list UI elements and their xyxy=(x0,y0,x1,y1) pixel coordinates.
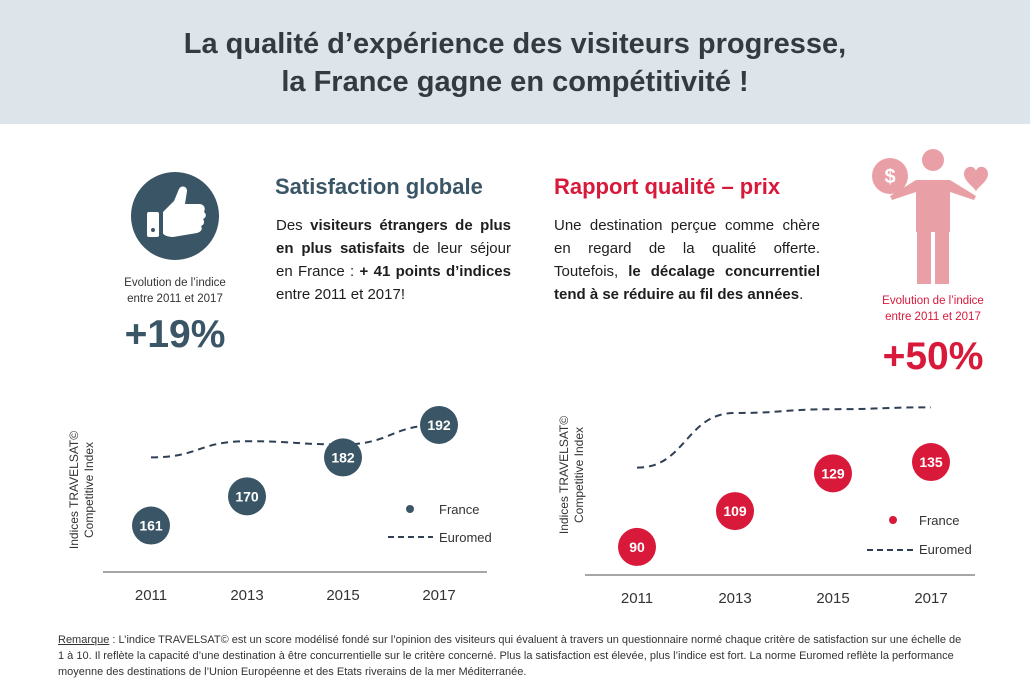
text-run: Des xyxy=(276,217,311,234)
y-axis-label-line2: Competitive Index xyxy=(82,442,96,538)
header-banner: La qualité d’expérience des visiteurs pr… xyxy=(0,0,1030,124)
x-tick-2011: 2011 xyxy=(135,587,167,604)
france-point-2013 xyxy=(228,477,266,516)
right-evolution-label: Evolution de l’indice entre 2011 et 2017 xyxy=(858,293,1008,325)
rapport-chart: Indices TRAVELSAT© Competitive Index 90 1… xyxy=(557,406,975,607)
right-percent: +50% xyxy=(882,335,984,378)
page-title-line2: la France gagne en compétitivité ! xyxy=(281,66,749,98)
france-data-label-2015: 129 xyxy=(821,465,845,481)
france-data-label-2017: 135 xyxy=(919,454,943,470)
france-data-label-2011: 161 xyxy=(139,518,163,534)
satisfaction-chart: Indices TRAVELSAT© Competitive Index 161… xyxy=(67,405,492,604)
text-run: Une destination perçue comme chère en re… xyxy=(554,217,820,280)
remark-note: Remarque : L’indice TRAVELSAT© est un sc… xyxy=(58,632,963,680)
left-evolution-line2: entre 2011 et 2017 xyxy=(127,293,223,305)
dollar-glyph: $ xyxy=(884,166,895,188)
left-percent: +19% xyxy=(124,313,226,356)
left-evolution-label: Evolution de l’indice entre 2011 et 2017 xyxy=(100,275,250,307)
satisfaction-title: Satisfaction globale xyxy=(275,174,483,199)
france-data-label-2017: 192 xyxy=(427,417,451,433)
france-point-2011 xyxy=(132,506,170,545)
x-ticks: 2011 2013 2015 2017 xyxy=(621,590,948,607)
france-point-2017 xyxy=(420,405,458,444)
y-axis-label-line1: Indices TRAVELSAT© xyxy=(67,431,81,549)
text-run: de leur séjour en France : xyxy=(276,240,511,280)
right-evolution-line1: Evolution de l’indice xyxy=(882,295,984,307)
x-tick-2017: 2017 xyxy=(422,587,455,604)
x-tick-2015: 2015 xyxy=(326,587,359,604)
x-tick-2011: 2011 xyxy=(621,590,653,607)
france-point-2017 xyxy=(912,443,950,482)
remark-label: Remarque xyxy=(58,634,110,646)
text-run-bold: visiteurs étrangers de plus en plus sati… xyxy=(276,217,511,257)
rapport-paragraph: Une destination perçue comme chère en re… xyxy=(554,214,820,306)
y-axis-label-line2: Competitive Index xyxy=(572,427,586,523)
france-data-label-2013: 170 xyxy=(235,488,259,504)
y-axis-label-line1: Indices TRAVELSAT© xyxy=(557,416,571,534)
text-run: entre 2011 et 2017! xyxy=(276,286,405,303)
text-run-bold: + 41 points d’indices xyxy=(359,263,511,280)
euromed-series-line xyxy=(636,406,932,469)
legend-france-label: France xyxy=(439,502,479,517)
france-series: 161 170 182 192 xyxy=(132,405,458,545)
text-run: . xyxy=(799,286,804,303)
legend-france-marker xyxy=(889,516,897,524)
legend-france-marker xyxy=(406,505,414,513)
france-data-label-2015: 182 xyxy=(331,449,355,465)
legend: France Euromed xyxy=(867,513,972,557)
x-tick-2013: 2013 xyxy=(230,587,263,604)
legend: France Euromed xyxy=(388,502,492,545)
page-title-line1: La qualité d’expérience des visiteurs pr… xyxy=(183,28,847,60)
satisfaction-paragraph: Des visiteurs étrangers de plus en plus … xyxy=(276,214,511,306)
thumbs-up-icon xyxy=(131,172,219,260)
remark-text: : L’indice TRAVELSAT© est un score modél… xyxy=(58,634,962,678)
x-tick-2015: 2015 xyxy=(816,590,849,607)
legend-france-label: France xyxy=(919,513,959,528)
person-balancing-money-and-heart-icon: $ xyxy=(872,149,988,284)
x-tick-2013: 2013 xyxy=(718,590,751,607)
france-point-2015 xyxy=(814,454,852,493)
rapport-title: Rapport qualité – prix xyxy=(554,174,781,199)
euromed-series-line xyxy=(150,423,440,459)
france-point-2015 xyxy=(324,438,362,477)
france-point-2013 xyxy=(716,492,754,531)
legend-euromed-label: Euromed xyxy=(439,530,492,545)
france-series: 90 109 129 135 xyxy=(618,443,950,566)
x-tick-2017: 2017 xyxy=(914,590,947,607)
legend-euromed-label: Euromed xyxy=(919,542,972,557)
left-evolution-line1: Evolution de l’indice xyxy=(124,277,226,289)
text-run-bold: le décalage concurrentiel tend à se rédu… xyxy=(554,263,821,303)
france-data-label-2013: 109 xyxy=(723,503,747,519)
x-ticks: 2011 2013 2015 2017 xyxy=(135,587,456,604)
france-data-label-2011: 90 xyxy=(629,539,645,555)
right-evolution-line2: entre 2011 et 2017 xyxy=(885,311,981,323)
france-point-2011 xyxy=(618,527,656,566)
